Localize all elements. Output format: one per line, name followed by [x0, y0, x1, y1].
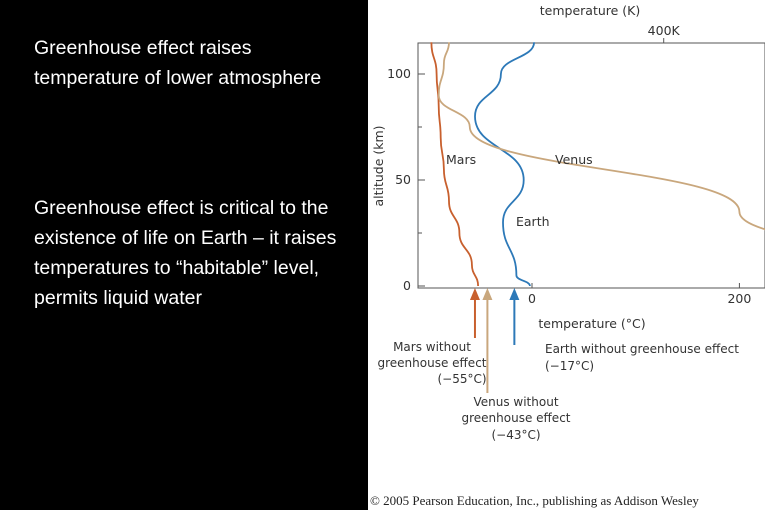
- venus-annotation-line1: Venus without: [473, 395, 558, 409]
- earth-series-label: Earth: [516, 214, 550, 229]
- mars-annotation-line2: greenhouse effect: [378, 356, 487, 370]
- mars-annotation-line3: (−55°C): [437, 372, 486, 386]
- mars-series-label: Mars: [446, 152, 476, 167]
- earth-arrow-head: [509, 288, 520, 300]
- earth-annotation-line2: (−17°C): [545, 359, 594, 373]
- earth-temperature-line: [474, 42, 535, 287]
- venus-annotation-line2: greenhouse effect: [462, 411, 571, 425]
- top-tick-label-1: 400K: [648, 23, 681, 38]
- x-tick-label-2: 200: [727, 291, 751, 306]
- earth-annotation-line1: Earth without greenhouse effect: [545, 342, 739, 356]
- bullet-greenhouse-critical-life: Greenhouse effect is critical to the exi…: [34, 197, 337, 309]
- venus-arrow-head: [482, 288, 493, 300]
- x-axis-label: temperature (°C): [538, 316, 645, 331]
- venus-annotation: Venus without greenhouse effect (−43°C): [462, 395, 571, 442]
- earth-annotation: Earth without greenhouse effect (−17°C): [545, 342, 739, 373]
- y-axis-label: altitude (km): [371, 125, 386, 206]
- venus-annotation-line3: (−43°C): [491, 428, 540, 442]
- top-axis-label: temperature (K): [540, 3, 641, 18]
- x-tick-label-1: 0: [528, 291, 536, 306]
- y-tick-label-2: 100: [387, 66, 411, 81]
- y-tick-label-0: 0: [403, 278, 411, 293]
- mars-temperature-line: [430, 42, 479, 287]
- text-panel: Greenhouse effect raises temperature of …: [0, 0, 368, 510]
- mars-annotation-line1: Mars without: [393, 340, 471, 354]
- mars-annotation: Mars without greenhouse effect (−55°C): [378, 340, 487, 386]
- bullet-greenhouse-raises-temp: Greenhouse effect raises temperature of …: [34, 37, 322, 89]
- copyright-notice: © 2005 Pearson Education, Inc., publishi…: [370, 493, 699, 508]
- plot-frame: [417, 42, 765, 289]
- mars-arrow-head: [469, 288, 480, 300]
- y-tick-label-1: 50: [395, 172, 411, 187]
- venus-temperature-line: [437, 42, 765, 231]
- venus-series-label: Venus: [555, 152, 593, 167]
